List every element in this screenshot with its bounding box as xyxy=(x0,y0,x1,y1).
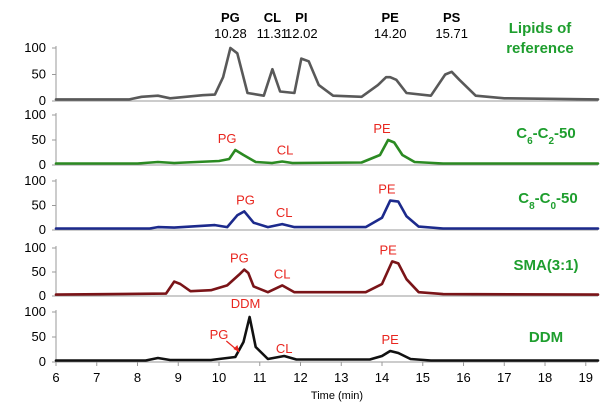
peak-time-label: 10.28 xyxy=(214,26,247,41)
y-tick-label: 50 xyxy=(32,198,46,213)
x-tick-label: 19 xyxy=(579,370,593,385)
y-tick-label: 100 xyxy=(24,40,46,55)
peak-annotation: DDM xyxy=(231,296,261,311)
x-tick-label: 8 xyxy=(134,370,141,385)
peak-annotation: PG xyxy=(210,327,229,342)
peak-annotation: CL xyxy=(276,205,293,220)
x-tick-label: 12 xyxy=(293,370,307,385)
peak-annotation: PG xyxy=(218,131,237,146)
peak-annotation: PE xyxy=(378,182,396,197)
peak-time-label: 14.20 xyxy=(374,26,407,41)
peak-name-label: CL xyxy=(264,10,281,25)
y-tick-label: 0 xyxy=(39,222,46,237)
x-tick-label: 13 xyxy=(334,370,348,385)
x-tick-label: 16 xyxy=(456,370,470,385)
y-tick-label: 50 xyxy=(32,329,46,344)
y-tick-label: 100 xyxy=(24,107,46,122)
peak-annotation: CL xyxy=(276,341,293,356)
series-name-label: Lipids of xyxy=(509,20,572,37)
peak-annotation: PG xyxy=(236,192,255,207)
peak-annotation: CL xyxy=(274,266,291,281)
peak-time-label: 15.71 xyxy=(435,26,468,41)
y-tick-label: 100 xyxy=(24,173,46,188)
peak-annotation: PE xyxy=(379,242,397,257)
y-tick-label: 0 xyxy=(39,157,46,172)
peak-name-label: PI xyxy=(295,10,307,25)
y-tick-label: 50 xyxy=(32,67,46,82)
peak-annotation: CL xyxy=(277,143,294,158)
y-tick-label: 0 xyxy=(39,93,46,108)
y-tick-label: 100 xyxy=(24,240,46,255)
x-tick-label: 18 xyxy=(538,370,552,385)
peak-name-label: PS xyxy=(443,10,461,25)
x-tick-label: 10 xyxy=(212,370,226,385)
x-tick-label: 6 xyxy=(52,370,59,385)
series-name-label: DDM xyxy=(529,329,563,346)
series-name-label: C8-C0-50 xyxy=(518,190,577,212)
series-line xyxy=(54,199,600,230)
series-line xyxy=(54,315,600,362)
y-tick-label: 0 xyxy=(39,354,46,369)
y-tick-label: 100 xyxy=(24,304,46,319)
peak-annotation: PE xyxy=(381,332,399,347)
pg-arrow-head xyxy=(233,345,240,352)
series-name-label-line2: reference xyxy=(506,40,574,57)
series-line xyxy=(54,260,600,296)
y-tick-label: 50 xyxy=(32,264,46,279)
peak-time-label: 11.31 xyxy=(257,26,289,41)
x-tick-label: 9 xyxy=(175,370,182,385)
peak-time-label: 12.02 xyxy=(285,26,318,41)
x-tick-label: 14 xyxy=(375,370,389,385)
peak-name-label: PE xyxy=(381,10,399,25)
y-tick-label: 50 xyxy=(32,132,46,147)
peak-name-label: PG xyxy=(221,10,240,25)
peak-annotation: PE xyxy=(373,121,391,136)
y-tick-label: 0 xyxy=(39,288,46,303)
series-line xyxy=(54,138,600,165)
x-tick-label: 15 xyxy=(416,370,430,385)
x-axis-title: Time (min) xyxy=(311,390,363,402)
peak-annotation: PG xyxy=(230,251,249,266)
x-tick-label: 7 xyxy=(93,370,100,385)
series-name-label: SMA(3:1) xyxy=(513,257,578,274)
series-name-label: C6-C2-50 xyxy=(516,125,575,147)
x-tick-label: 17 xyxy=(497,370,511,385)
x-tick-label: 11 xyxy=(253,370,267,385)
series-line xyxy=(54,46,600,101)
